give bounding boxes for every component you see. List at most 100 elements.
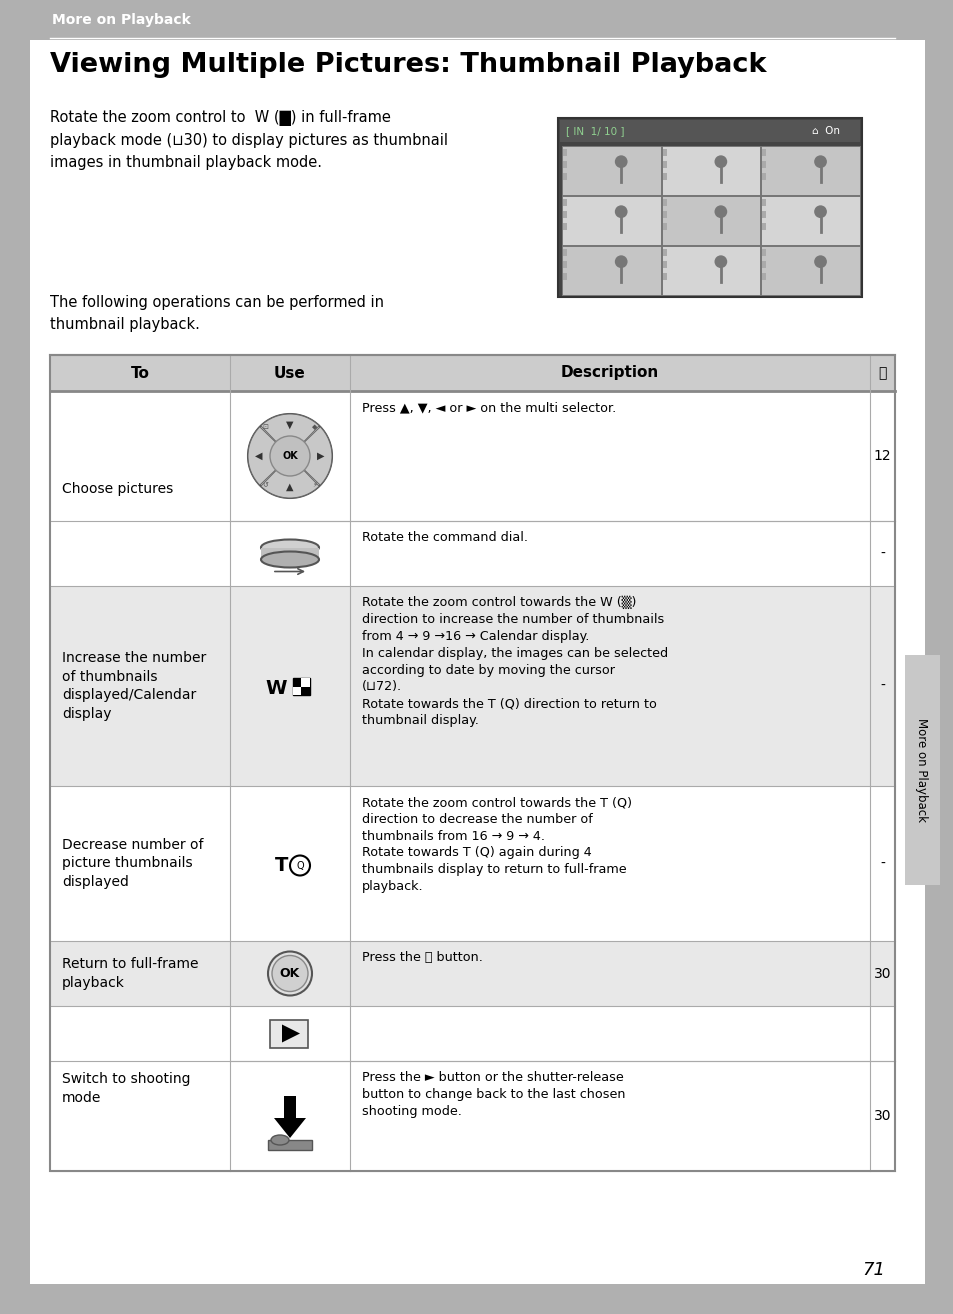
Bar xyxy=(293,678,310,695)
Text: OK: OK xyxy=(279,967,300,980)
Circle shape xyxy=(270,436,310,476)
Bar xyxy=(50,520,894,586)
Bar xyxy=(761,223,765,230)
Bar xyxy=(761,212,765,218)
Text: Switch to shooting
mode: Switch to shooting mode xyxy=(62,1072,191,1105)
Text: [ IN  1/ 10 ]: [ IN 1/ 10 ] xyxy=(565,126,624,137)
Polygon shape xyxy=(274,1118,306,1138)
Circle shape xyxy=(813,155,826,168)
Circle shape xyxy=(272,955,308,992)
Text: More on Playback: More on Playback xyxy=(915,717,927,823)
Bar xyxy=(662,162,666,168)
Text: ◆: ◆ xyxy=(312,424,316,430)
Text: -: - xyxy=(879,857,884,870)
Text: 71: 71 xyxy=(862,1261,884,1279)
Polygon shape xyxy=(282,1025,299,1042)
Text: 30: 30 xyxy=(873,967,890,980)
Text: ◀: ◀ xyxy=(255,451,262,461)
Circle shape xyxy=(813,205,826,218)
Bar xyxy=(562,212,566,218)
Text: Description: Description xyxy=(560,365,659,381)
Bar xyxy=(662,212,666,218)
Text: Q: Q xyxy=(295,861,303,870)
Circle shape xyxy=(268,951,312,996)
Text: 30: 30 xyxy=(873,1109,890,1123)
Bar xyxy=(559,120,859,142)
Bar xyxy=(50,392,894,520)
Circle shape xyxy=(614,255,627,268)
Bar xyxy=(562,162,566,168)
Bar xyxy=(261,548,318,560)
Bar xyxy=(50,1007,894,1060)
Circle shape xyxy=(813,255,826,268)
Bar xyxy=(562,223,566,230)
Circle shape xyxy=(714,255,726,268)
Ellipse shape xyxy=(271,1135,289,1144)
Text: Rotate the zoom control to  W (█) in full-frame
playback mode (⊔30) to display p: Rotate the zoom control to W (█) in full… xyxy=(50,110,448,171)
Bar xyxy=(662,198,666,206)
Wedge shape xyxy=(260,456,319,498)
Text: ↺: ↺ xyxy=(262,482,268,487)
Bar xyxy=(661,146,760,194)
Bar xyxy=(662,173,666,180)
Bar xyxy=(662,223,666,230)
Bar xyxy=(268,1141,312,1150)
Bar xyxy=(562,173,566,180)
Bar xyxy=(904,654,939,886)
Bar xyxy=(661,246,760,296)
Bar xyxy=(293,686,301,695)
Bar xyxy=(760,196,859,244)
Text: Rotate the zoom control towards the T (Q)
direction to decrease the number of
th: Rotate the zoom control towards the T (Q… xyxy=(361,796,631,894)
Circle shape xyxy=(614,205,627,218)
Text: Use: Use xyxy=(274,365,306,381)
Circle shape xyxy=(714,205,726,218)
Bar xyxy=(270,1020,308,1047)
Text: Choose pictures: Choose pictures xyxy=(62,481,173,495)
Text: ▶: ▶ xyxy=(317,451,324,461)
Circle shape xyxy=(714,155,726,168)
Bar xyxy=(50,1060,894,1171)
Bar xyxy=(761,248,765,256)
Text: Press the Ⓞ button.: Press the Ⓞ button. xyxy=(361,951,482,964)
Text: ⊡: ⊡ xyxy=(262,424,268,430)
Bar xyxy=(0,0,953,39)
Bar xyxy=(562,248,566,256)
Bar xyxy=(662,273,666,280)
Bar xyxy=(561,246,660,296)
Bar xyxy=(760,146,859,194)
Wedge shape xyxy=(248,427,290,485)
Bar xyxy=(561,146,660,194)
Bar xyxy=(761,198,765,206)
Text: ▲: ▲ xyxy=(286,482,294,491)
Bar xyxy=(50,941,894,1007)
Bar xyxy=(662,248,666,256)
Bar xyxy=(562,198,566,206)
Text: ⌂  On: ⌂ On xyxy=(811,126,840,137)
Text: More on Playback: More on Playback xyxy=(52,13,191,28)
Bar xyxy=(562,273,566,280)
Bar xyxy=(761,173,765,180)
Text: ▼: ▼ xyxy=(286,420,294,430)
Bar xyxy=(761,273,765,280)
Text: Rotate the zoom control towards the W (▒)
direction to increase the number of th: Rotate the zoom control towards the W (▒… xyxy=(361,597,667,727)
Text: W: W xyxy=(265,678,287,698)
Text: 📖: 📖 xyxy=(878,367,885,380)
Ellipse shape xyxy=(261,540,318,556)
Bar xyxy=(50,355,894,1171)
Wedge shape xyxy=(290,427,332,485)
Wedge shape xyxy=(260,414,319,456)
Text: To: To xyxy=(131,365,150,381)
Bar xyxy=(761,162,765,168)
Bar xyxy=(760,246,859,296)
Bar xyxy=(661,196,760,244)
Text: Press ▲, ▼, ◄ or ► on the multi selector.: Press ▲, ▼, ◄ or ► on the multi selector… xyxy=(361,401,616,414)
Text: The following operations can be performed in
thumbnail playback.: The following operations can be performe… xyxy=(50,296,384,332)
Bar xyxy=(558,118,862,297)
Bar xyxy=(761,261,765,268)
Bar xyxy=(562,261,566,268)
Bar xyxy=(50,786,894,941)
Bar xyxy=(761,148,765,156)
Text: ⚡: ⚡ xyxy=(312,482,316,487)
Bar xyxy=(561,196,660,244)
Text: Rotate the command dial.: Rotate the command dial. xyxy=(361,531,527,544)
